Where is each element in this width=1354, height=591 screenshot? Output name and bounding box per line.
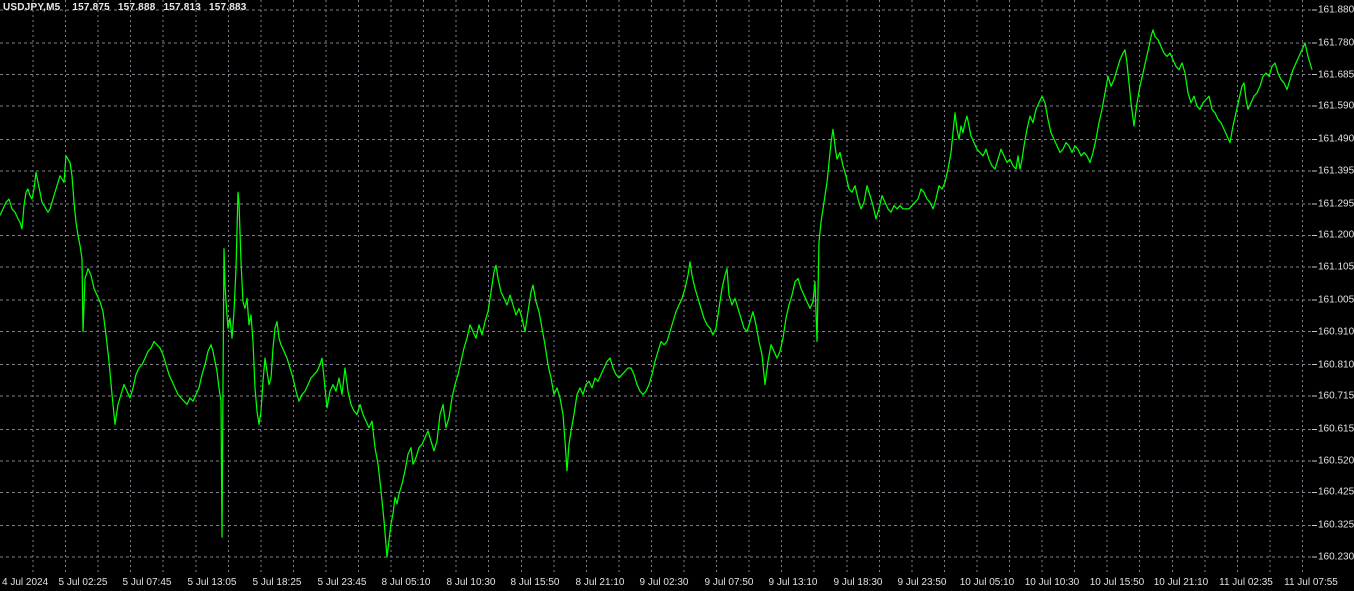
price-axis-label: 161.200	[1318, 229, 1354, 241]
price-axis-label: 160.230	[1318, 551, 1354, 563]
time-axis-label: 8 Jul 15:50	[510, 577, 560, 588]
symbol-period-label: USDJPY,M5	[3, 2, 61, 13]
time-axis-label: 9 Jul 23:50	[897, 577, 947, 588]
time-axis-label: 10 Jul 05:10	[959, 577, 1015, 588]
price-axis-label: 161.295	[1318, 198, 1354, 210]
high-value: 157.888	[117, 2, 156, 13]
ohlc-readout: USDJPY,M5 157.875 157.888 157.813 157.88…	[3, 2, 252, 13]
time-axis-label: 8 Jul 05:10	[381, 577, 431, 588]
price-axis-label: 161.395	[1318, 165, 1354, 177]
price-axis-label: 161.590	[1318, 100, 1354, 112]
price-axis-label: 160.325	[1318, 519, 1354, 531]
price-axis-label: 160.810	[1318, 359, 1354, 371]
open-value: 157.875	[72, 2, 110, 13]
horizontal-gridlines	[0, 9, 1312, 558]
time-axis-label: 5 Jul 07:45	[122, 577, 172, 588]
time-axis-label: 5 Jul 18:25	[252, 577, 302, 588]
price-axis-label: 161.490	[1318, 133, 1354, 145]
time-axis-label: 11 Jul 07:55	[1284, 577, 1338, 588]
price-line	[0, 29, 1313, 558]
price-axis-label: 160.910	[1318, 326, 1354, 338]
time-axis-label: 9 Jul 07:50	[704, 577, 754, 588]
price-axis-label: 160.715	[1318, 390, 1354, 402]
price-axis-label: 160.615	[1318, 423, 1354, 435]
time-axis-label: 5 Jul 23:45	[317, 577, 367, 588]
close-value: 157.883	[209, 2, 247, 13]
time-axis-label: 5 Jul 13:05	[187, 577, 237, 588]
price-axis-label: 161.685	[1318, 69, 1354, 81]
price-axis-label: 160.520	[1318, 455, 1354, 467]
price-series-line	[0, 29, 1313, 558]
price-axis-ticks	[1312, 9, 1317, 558]
time-axis-label: 9 Jul 18:30	[833, 577, 883, 588]
time-axis-label: 4 Jul 2024	[2, 577, 49, 588]
time-axis-label: 10 Jul 10:30	[1024, 577, 1080, 588]
low-value: 157.813	[163, 2, 202, 13]
time-axis-label: 9 Jul 13:10	[768, 577, 818, 588]
time-axis-label: 8 Jul 10:30	[446, 577, 496, 588]
price-axis-label: 161.005	[1318, 294, 1354, 306]
time-axis-label: 5 Jul 02:25	[58, 577, 108, 588]
price-axis-label: 161.880	[1318, 4, 1354, 16]
price-axis-label: 161.105	[1318, 261, 1354, 273]
time-axis-label: 8 Jul 21:10	[575, 577, 625, 588]
time-axis-label: 10 Jul 15:50	[1089, 577, 1145, 588]
time-axis-label: 9 Jul 02:30	[639, 577, 689, 588]
time-axis-label: 10 Jul 21:10	[1153, 577, 1209, 588]
price-axis-label: 160.425	[1318, 486, 1354, 498]
price-axis-label: 161.780	[1318, 37, 1354, 49]
time-axis-label: 11 Jul 02:35	[1219, 577, 1273, 588]
vertical-gridlines	[32, 0, 1303, 575]
